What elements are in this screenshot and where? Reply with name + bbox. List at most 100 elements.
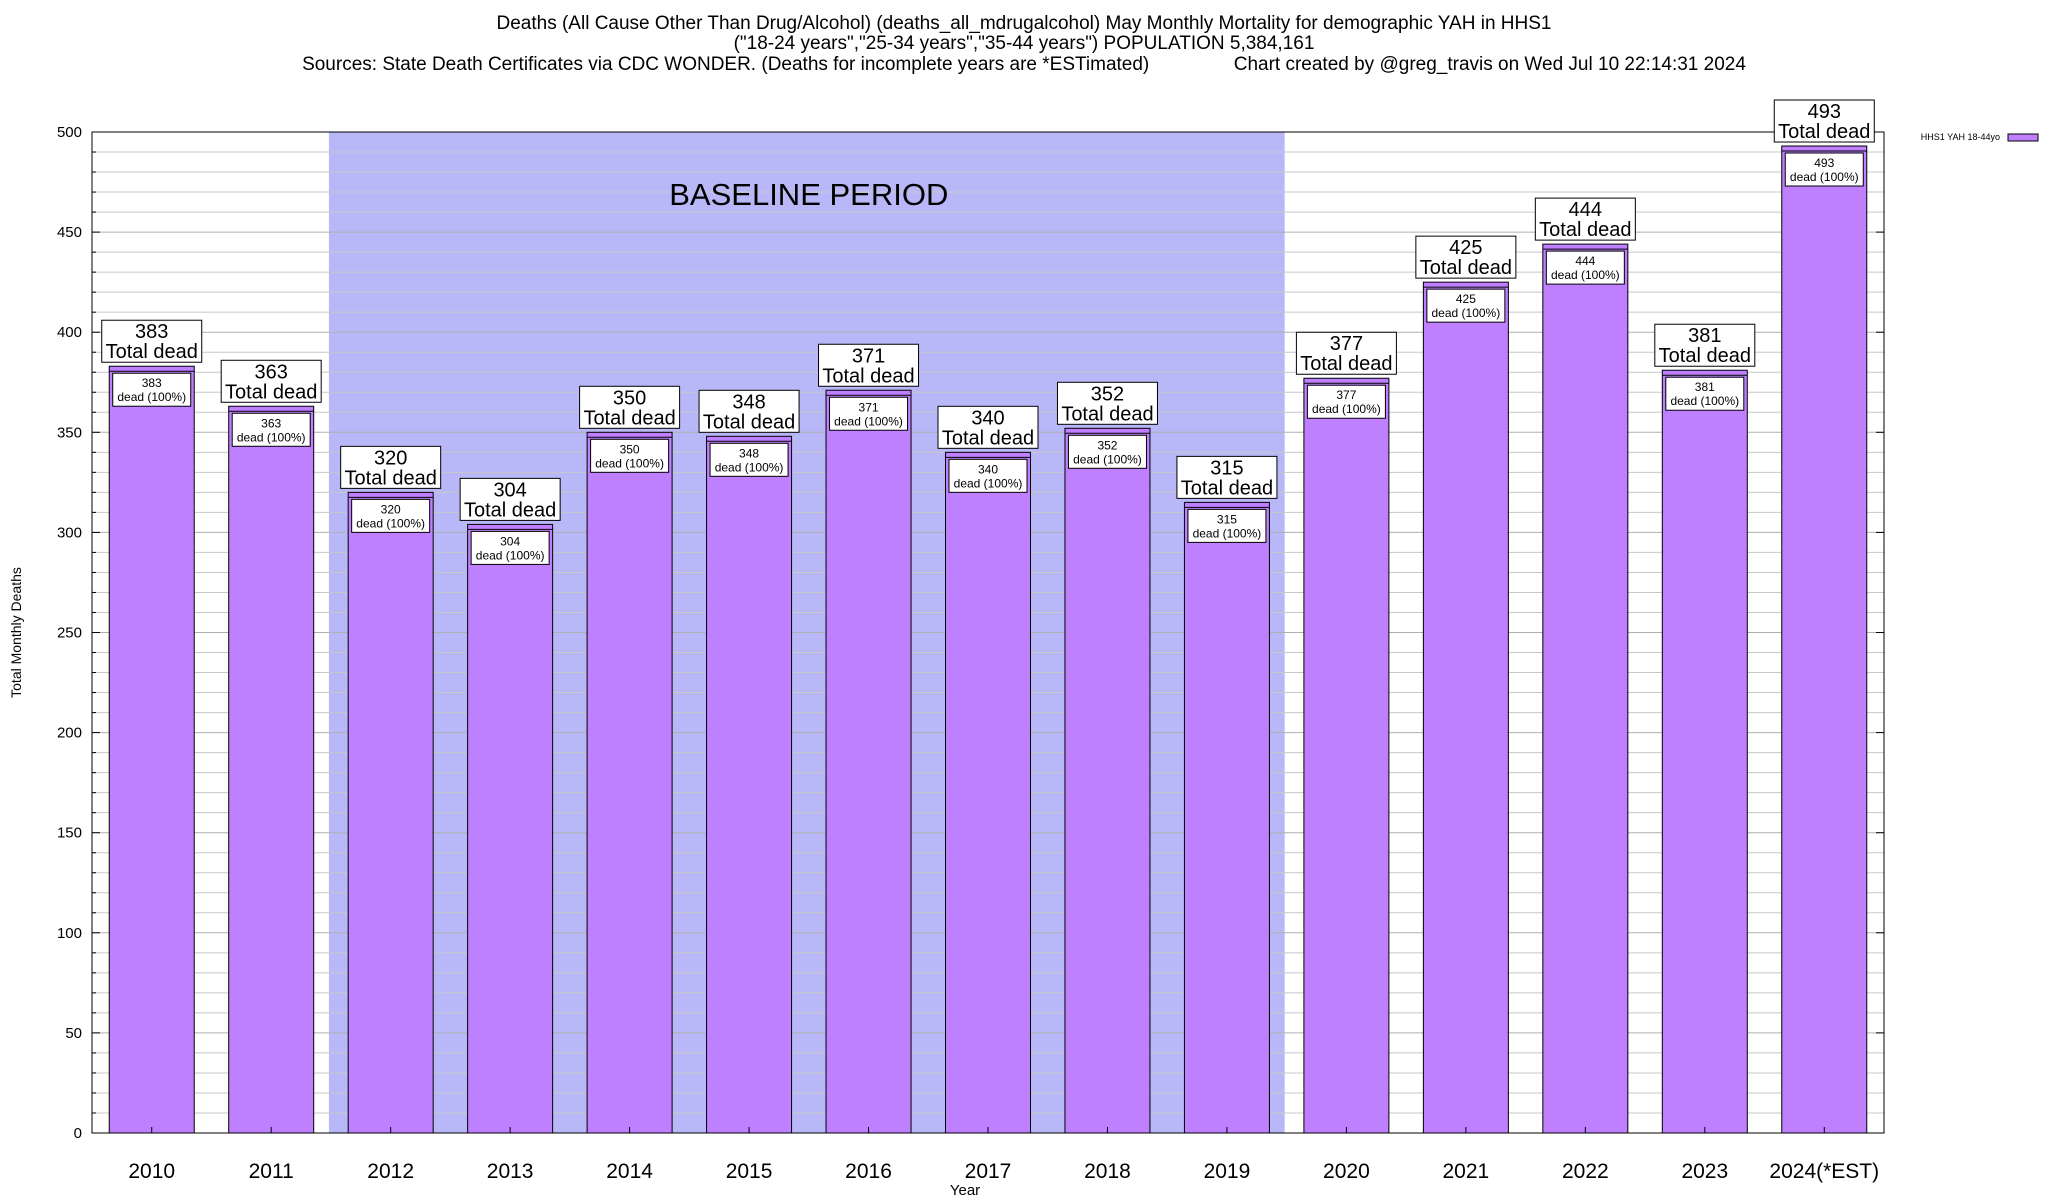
x-tick-label: 2012 <box>367 1160 414 1183</box>
total-label-value: 425 <box>1449 237 1482 259</box>
chart-title-line3: Sources: State Death Certificates via CD… <box>302 54 1746 75</box>
inner-label-value: 320 <box>381 502 401 516</box>
y-tick-label: 450 <box>57 224 82 241</box>
inner-label-box <box>948 458 1028 493</box>
total-label-box <box>220 359 322 403</box>
x-tick-label: 2019 <box>1204 1160 1251 1183</box>
chart-title-line1: Deaths (All Cause Other Than Drug/Alcoho… <box>496 13 1552 34</box>
total-label-box <box>1056 381 1158 425</box>
inner-label-text: dead (100%) <box>117 390 186 404</box>
total-label-text: Total dead <box>225 381 317 403</box>
total-label-text: Total dead <box>106 341 198 363</box>
inner-label-text: dead (100%) <box>834 414 903 428</box>
x-tick-label: 2021 <box>1443 1160 1490 1183</box>
x-tick-label: 2018 <box>1084 1160 1131 1183</box>
legend-label: HHS1 YAH 18-44yo <box>1921 132 2000 142</box>
inner-label-box <box>1426 288 1506 323</box>
total-label-text: Total dead <box>1420 257 1512 279</box>
total-label-value: 444 <box>1569 199 1602 221</box>
total-label-text: Total dead <box>703 411 795 433</box>
y-tick-label: 300 <box>57 524 82 541</box>
inner-label-value: 340 <box>978 462 998 476</box>
total-label-value: 371 <box>852 345 885 367</box>
inner-label-value: 383 <box>142 376 162 390</box>
total-label-value: 493 <box>1808 101 1841 123</box>
x-tick-label: 2011 <box>249 1160 294 1183</box>
total-label-text: Total dead <box>1659 345 1751 367</box>
inner-label-text: dead (100%) <box>1432 306 1501 320</box>
y-axis-title: Total Monthly Deaths <box>8 567 24 698</box>
bar <box>706 435 793 1134</box>
total-label-box <box>1773 99 1875 143</box>
total-label-text: Total dead <box>345 467 437 489</box>
inner-label-text: dead (100%) <box>1670 394 1739 408</box>
chart-title-line2: ("18-24 years","25-34 years","35-44 year… <box>733 33 1315 54</box>
x-tick-label: 2010 <box>128 1160 175 1183</box>
bar <box>467 523 554 1134</box>
total-label-box <box>698 389 800 433</box>
inner-label-value: 352 <box>1097 438 1117 452</box>
total-label-value: 377 <box>1330 333 1363 355</box>
x-axis-title: Year <box>950 1182 980 1199</box>
y-tick-label: 150 <box>57 825 82 842</box>
total-label-text: Total dead <box>1300 353 1392 375</box>
inner-label-value: 350 <box>620 442 640 456</box>
inner-label-text: dead (100%) <box>595 456 664 470</box>
x-tick-label: 2015 <box>726 1160 773 1183</box>
total-label-box <box>1295 331 1397 375</box>
total-label-text: Total dead <box>822 365 914 387</box>
inner-label-box <box>1306 384 1386 419</box>
total-label-box <box>340 445 442 489</box>
total-label-text: Total dead <box>942 427 1034 449</box>
inner-label-value: 444 <box>1575 254 1595 268</box>
bar <box>825 389 912 1134</box>
inner-label-box <box>231 412 311 447</box>
total-label-value: 381 <box>1688 325 1721 347</box>
total-label-value: 363 <box>255 361 288 383</box>
bar <box>1183 501 1270 1134</box>
x-tick-label: 2016 <box>845 1160 892 1183</box>
bar <box>1781 145 1868 1134</box>
bar <box>1661 369 1748 1134</box>
inner-label-text: dead (100%) <box>476 548 545 562</box>
total-label-box <box>459 477 561 521</box>
x-tick-label: 2013 <box>487 1160 534 1183</box>
y-tick-label: 0 <box>74 1125 82 1142</box>
inner-label-text: dead (100%) <box>1073 452 1142 466</box>
bar <box>228 405 315 1134</box>
total-label-text: Total dead <box>1061 403 1153 425</box>
y-tick-label: 400 <box>57 324 82 341</box>
total-label-text: Total dead <box>583 407 675 429</box>
total-label-value: 350 <box>613 387 646 409</box>
x-tick-label: 2022 <box>1562 1160 1609 1183</box>
inner-label-value: 381 <box>1695 380 1715 394</box>
inner-label-value: 304 <box>500 534 520 548</box>
inner-label-value: 348 <box>739 446 759 460</box>
inner-label-text: dead (100%) <box>237 430 306 444</box>
total-label-text: Total dead <box>1539 219 1631 241</box>
inner-label-box <box>1784 152 1864 187</box>
inner-label-text: dead (100%) <box>715 460 784 474</box>
inner-label-box <box>470 530 550 565</box>
inner-label-box <box>709 442 789 477</box>
total-label-box <box>1654 323 1756 367</box>
y-tick-label: 500 <box>57 124 82 141</box>
inner-label-box <box>1545 250 1625 285</box>
inner-label-box <box>829 396 909 431</box>
inner-label-text: dead (100%) <box>356 516 425 530</box>
bar <box>347 491 434 1134</box>
baseline-period-label: BASELINE PERIOD <box>669 177 948 212</box>
legend-swatch <box>2007 133 2039 142</box>
inner-label-value: 425 <box>1456 292 1476 306</box>
y-tick-label: 100 <box>57 925 82 942</box>
bar <box>108 365 195 1134</box>
total-label-value: 340 <box>971 407 1004 429</box>
total-label-value: 315 <box>1210 457 1243 479</box>
y-tick-label: 350 <box>57 424 82 441</box>
inner-label-box <box>351 498 431 533</box>
bar <box>1542 243 1629 1134</box>
total-label-value: 304 <box>493 479 526 501</box>
inner-label-text: dead (100%) <box>1312 402 1381 416</box>
inner-label-text: dead (100%) <box>1790 170 1859 184</box>
